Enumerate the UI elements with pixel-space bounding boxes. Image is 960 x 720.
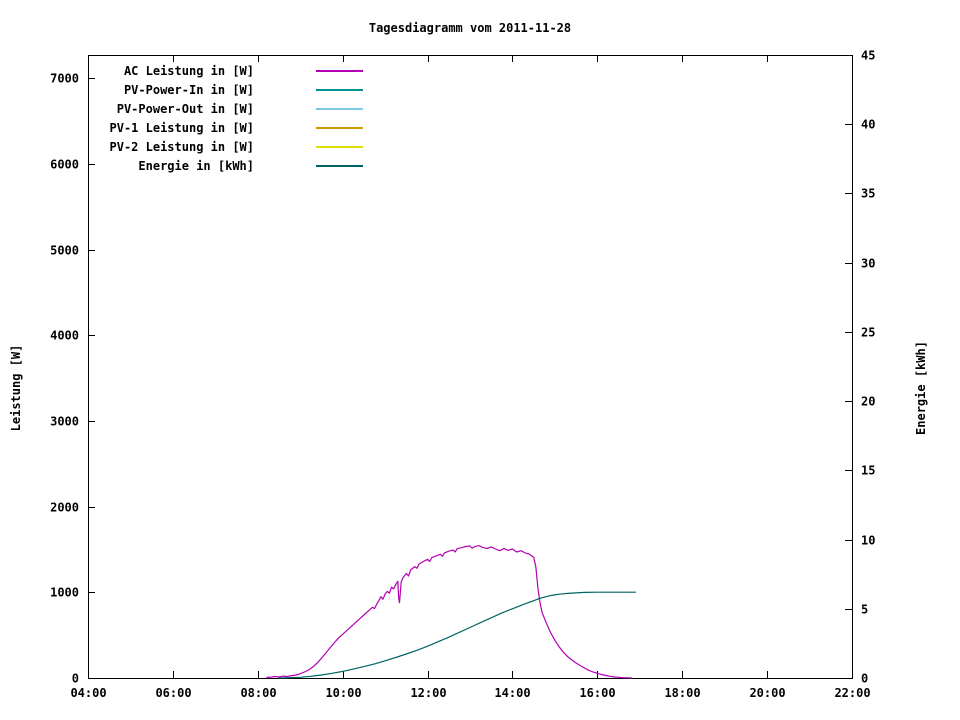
axes: 04:00 06:00 08:00 10:00 12:00 14:00 16:00 18:00… bbox=[50, 49, 875, 701]
legend-label: Energie in [kWh] bbox=[138, 158, 254, 173]
left-tick-label: 4000 bbox=[50, 329, 79, 343]
legend-swatch-line bbox=[316, 126, 363, 129]
right-tick-label: 0 bbox=[861, 672, 868, 686]
legend-label: PV-1 Leistung in [W] bbox=[109, 120, 255, 135]
left-tick-label: 7000 bbox=[50, 72, 79, 86]
legend-label: PV-Power-Out in [W] bbox=[116, 101, 254, 116]
x-tick-label: 04:00 bbox=[70, 686, 106, 700]
right-tick-label: 30 bbox=[861, 257, 875, 271]
x-tick-label: 10:00 bbox=[325, 686, 361, 700]
left-tick-label: 3000 bbox=[50, 415, 79, 429]
left-tick-label: 1000 bbox=[50, 586, 79, 600]
left-tick-label: 0 bbox=[72, 672, 79, 686]
series-line-5 bbox=[278, 591, 637, 679]
x-tick-label: 14:00 bbox=[494, 686, 530, 700]
legend-item-ac-leistung: AC Leistung in [W] bbox=[88, 61, 363, 80]
x-tick-label: 08:00 bbox=[240, 686, 276, 700]
legend-item-pv1-leistung: PV-1 Leistung in [W] bbox=[88, 118, 363, 137]
right-tick-label: 20 bbox=[861, 395, 875, 409]
legend-label: PV-Power-In in [W] bbox=[123, 82, 254, 97]
legend-swatch-line bbox=[316, 107, 363, 110]
x-tick-label: 20:00 bbox=[749, 686, 785, 700]
legend: AC Leistung in [W] PV-Power-In in [W] PV… bbox=[88, 61, 363, 175]
legend-item-pv-power-in: PV-Power-In in [W] bbox=[88, 80, 363, 99]
right-tick-label: 35 bbox=[861, 187, 875, 201]
left-tick-label: 2000 bbox=[50, 501, 79, 515]
x-tick-label: 16:00 bbox=[579, 686, 615, 700]
legend-swatch-line bbox=[316, 88, 363, 91]
legend-swatch-line bbox=[316, 145, 363, 148]
legend-item-pv2-leistung: PV-2 Leistung in [W] bbox=[88, 137, 363, 156]
left-tick-label: 5000 bbox=[50, 244, 79, 258]
series-line-0 bbox=[265, 544, 632, 679]
chart-title: Tagesdiagramm vom 2011-11-28 bbox=[368, 21, 572, 35]
legend-item-energie: Energie in [kWh] bbox=[88, 156, 363, 175]
right-tick-label: 10 bbox=[861, 534, 875, 548]
right-tick-label: 5 bbox=[861, 603, 868, 617]
x-tick-label: 12:00 bbox=[410, 686, 446, 700]
right-tick-label: 40 bbox=[861, 118, 875, 132]
x-tick-label: 06:00 bbox=[155, 686, 191, 700]
legend-swatch-line bbox=[316, 164, 363, 167]
x-tick-label: 18:00 bbox=[664, 686, 700, 700]
left-tick-label: 6000 bbox=[50, 158, 79, 172]
legend-swatch-line bbox=[316, 69, 363, 72]
right-tick-label: 25 bbox=[861, 326, 875, 340]
right-tick-label: 15 bbox=[861, 464, 875, 478]
legend-label: PV-2 Leistung in [W] bbox=[109, 139, 255, 154]
right-tick-label: 45 bbox=[861, 49, 875, 63]
legend-item-pv-power-out: PV-Power-Out in [W] bbox=[88, 99, 363, 118]
x-tick-label: 22:00 bbox=[834, 686, 870, 700]
legend-label: AC Leistung in [W] bbox=[123, 63, 254, 78]
